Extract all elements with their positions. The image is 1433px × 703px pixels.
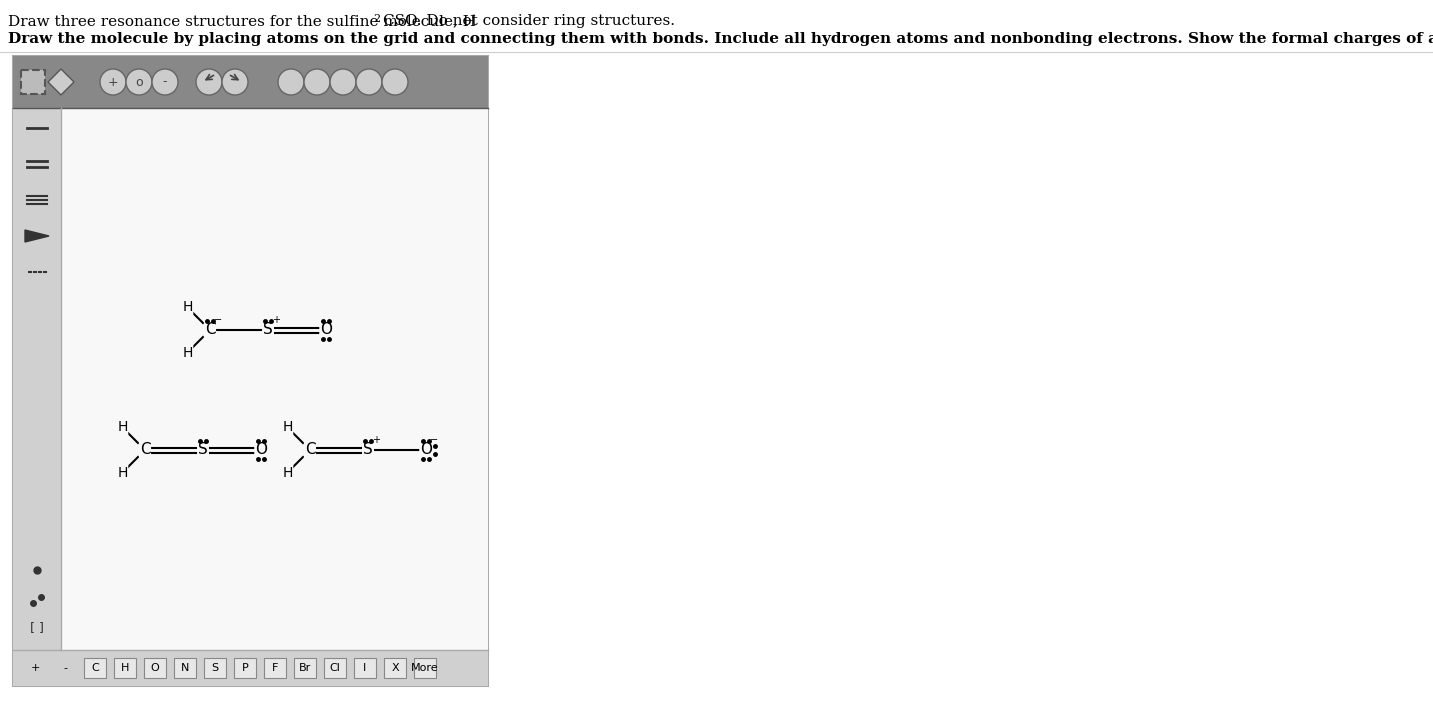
Text: o: o [135,75,143,89]
Bar [13,56,489,108]
Bar [62,108,489,650]
Text: −: − [214,315,222,325]
Circle shape [222,69,248,95]
Text: F: F [272,663,278,673]
Text: O: O [150,663,159,673]
Text: H: H [118,465,128,479]
Text: C: C [92,663,99,673]
Text: O: O [255,442,267,458]
Bar [264,658,287,678]
Text: [ ]: [ ] [30,621,44,635]
Bar [13,650,489,686]
Bar [143,658,166,678]
Bar [13,56,489,686]
Text: P: P [242,663,248,673]
Text: S: S [212,663,219,673]
Bar [85,658,106,678]
Text: O: O [320,323,332,337]
Circle shape [355,69,383,95]
Text: C: C [139,442,150,458]
Bar [324,658,345,678]
Bar [173,658,196,678]
Circle shape [126,69,152,95]
Polygon shape [47,69,75,95]
Circle shape [278,69,304,95]
Text: X: X [391,663,398,673]
Circle shape [100,69,126,95]
Bar [294,658,317,678]
Text: C: C [305,442,315,458]
Text: H: H [182,300,192,314]
Text: S: S [363,442,373,458]
Text: −: − [430,435,438,445]
Text: 2: 2 [373,14,380,24]
Bar [21,70,44,94]
Circle shape [330,69,355,95]
Text: -: - [63,663,67,673]
Text: C: C [205,323,215,337]
Bar [234,658,257,678]
Text: Draw the molecule by placing atoms on the grid and connecting them with bonds. I: Draw the molecule by placing atoms on th… [9,32,1433,46]
Text: H: H [120,663,129,673]
Text: H: H [282,465,292,479]
Text: Br: Br [299,663,311,673]
Text: I: I [364,663,367,673]
Text: More: More [411,663,438,673]
Text: CSO. Do not consider ring structures.: CSO. Do not consider ring structures. [383,14,675,28]
Text: -: - [163,75,168,89]
Text: +: + [107,75,119,89]
Bar [203,658,226,678]
Text: O: O [420,442,431,458]
Bar [13,108,62,650]
Text: H: H [182,346,192,359]
Polygon shape [24,230,49,242]
Bar [414,658,436,678]
Text: N: N [181,663,189,673]
Text: +: + [373,435,380,445]
Text: H: H [282,420,292,434]
Text: H: H [118,420,128,434]
Circle shape [383,69,408,95]
Circle shape [152,69,178,95]
Bar [115,658,136,678]
Bar [354,658,375,678]
Text: Cl: Cl [330,663,341,673]
Text: S: S [198,442,208,458]
Circle shape [304,69,330,95]
Circle shape [196,69,222,95]
Text: +: + [272,315,279,325]
Text: Draw three resonance structures for the sulfine molecule, H: Draw three resonance structures for the … [9,14,476,28]
Text: S: S [264,323,272,337]
Bar [384,658,406,678]
Text: +: + [30,663,40,673]
